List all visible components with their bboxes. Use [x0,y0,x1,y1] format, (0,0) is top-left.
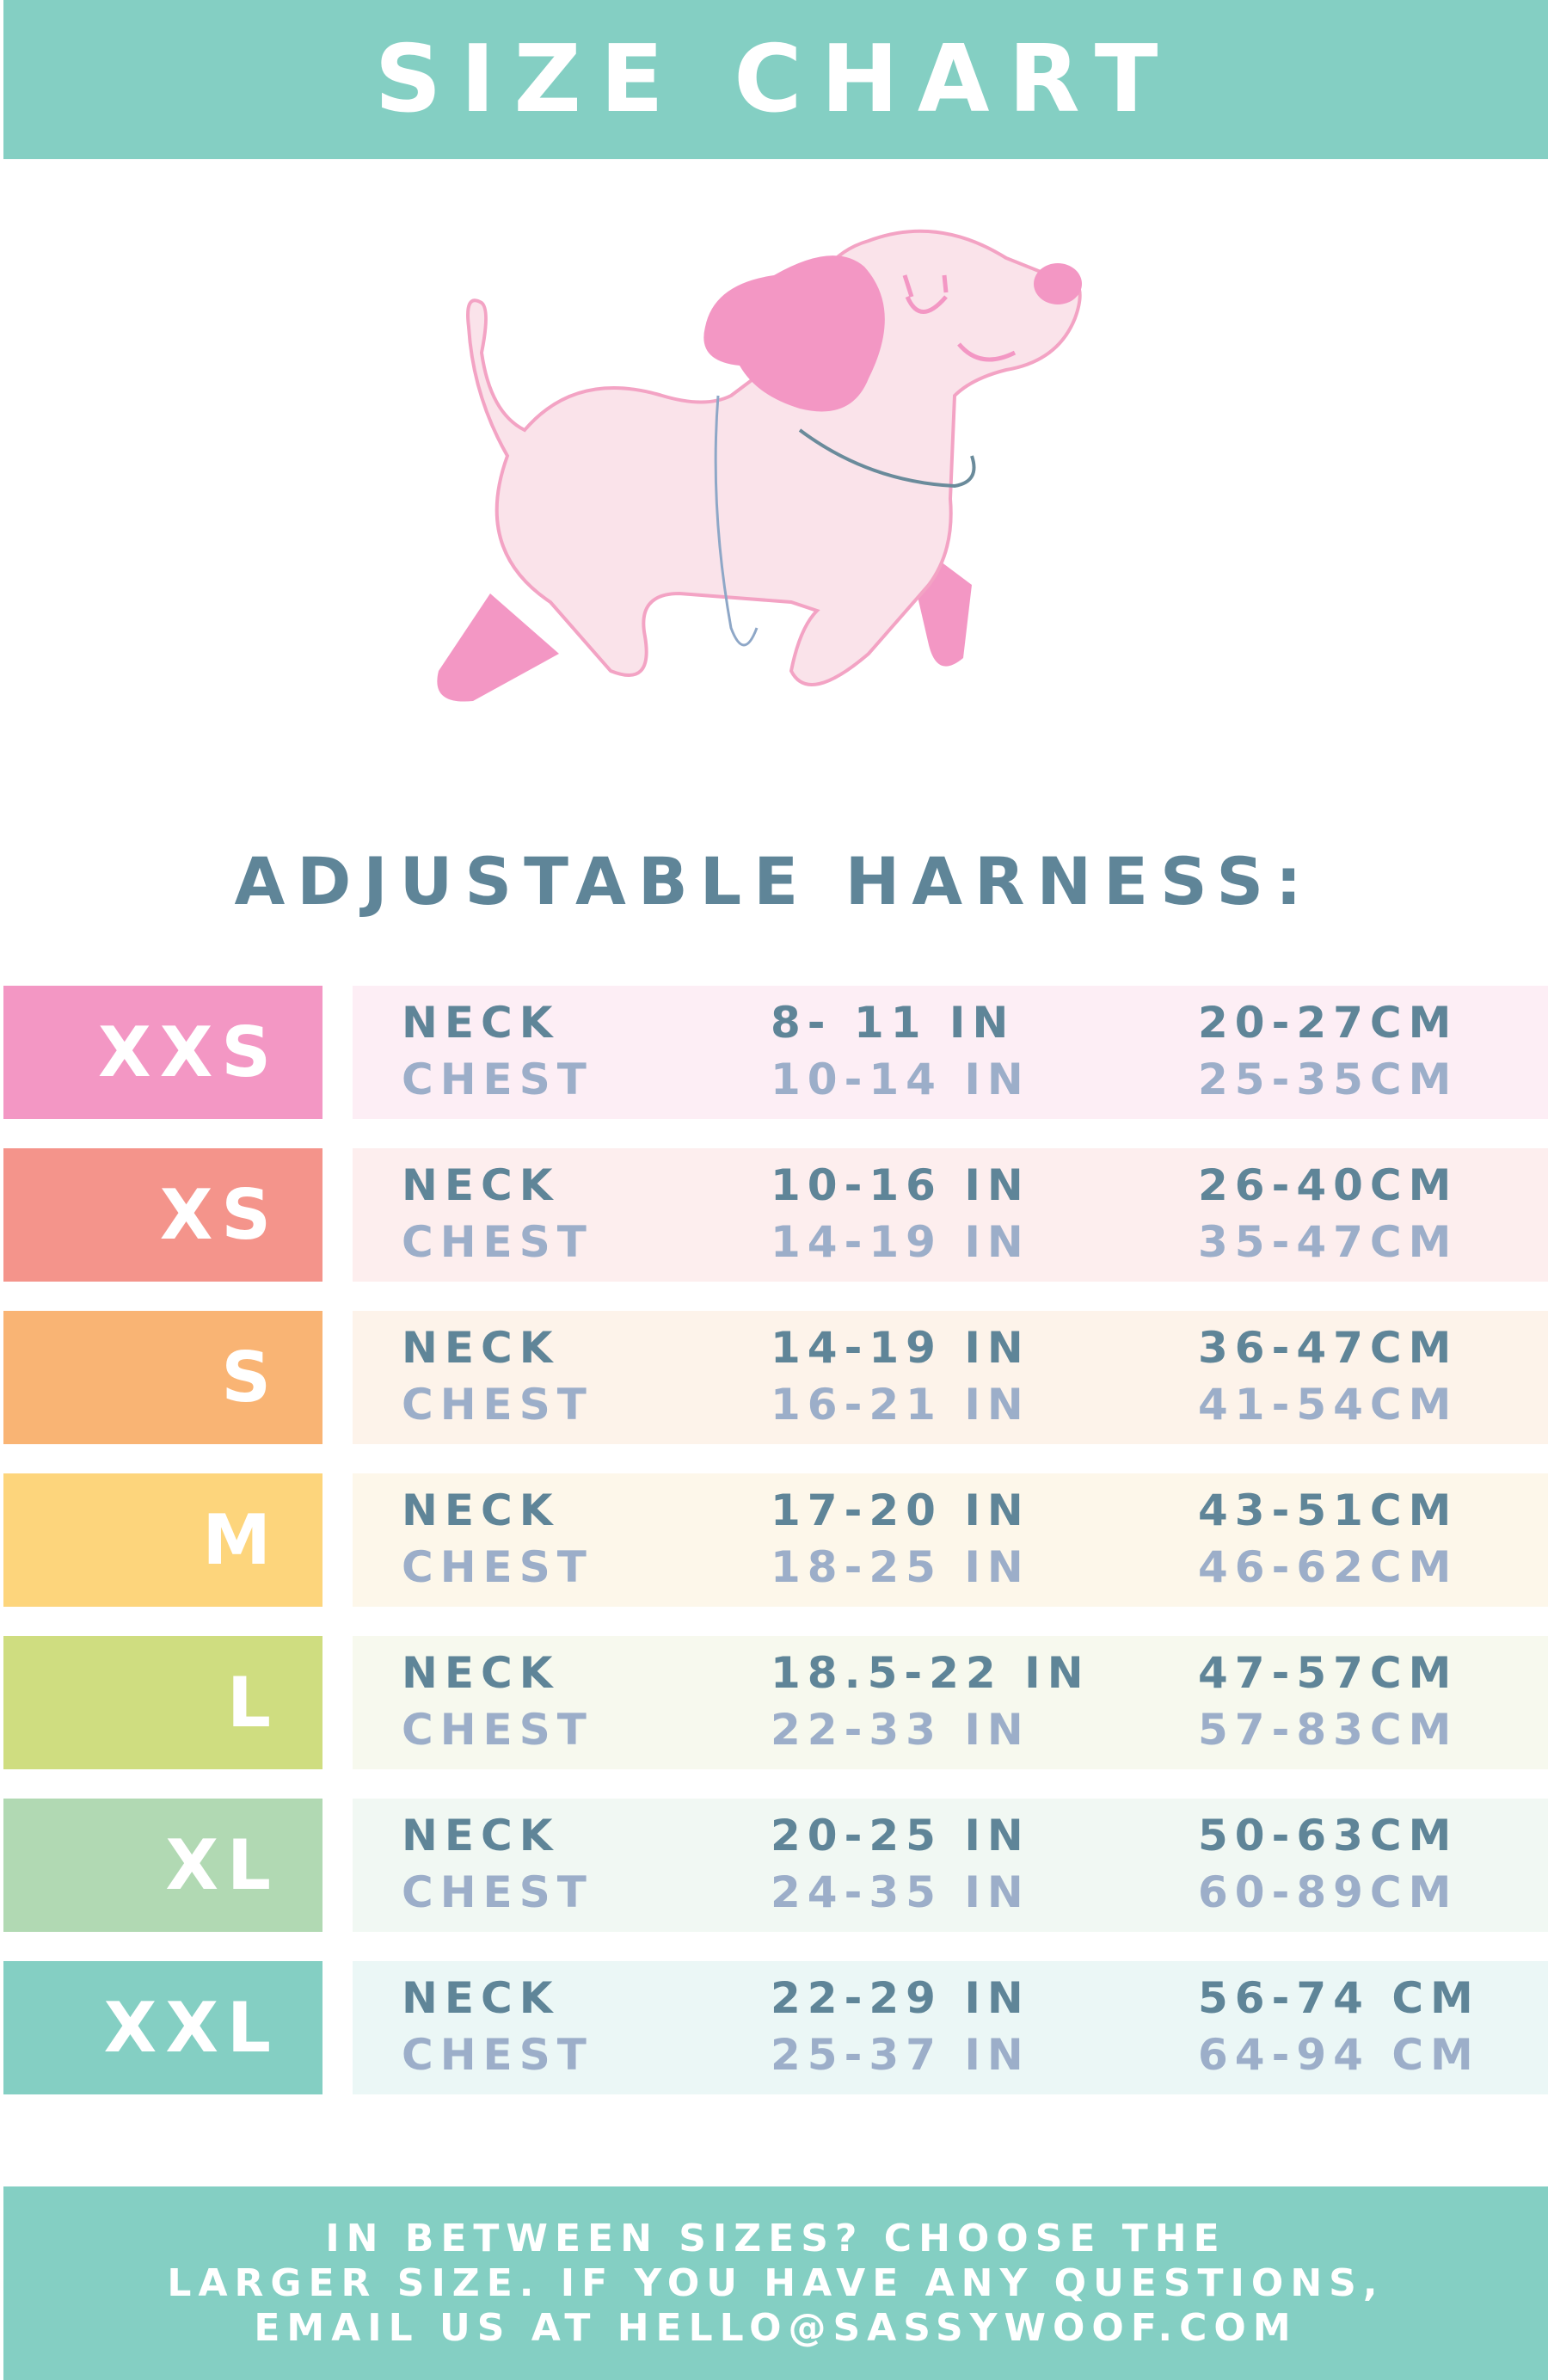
size-row-xl: NECK 20-25 IN 50-63CM CHEST 24-35 IN 60-89CM [353,1799,1548,1932]
chest-cm: 57-83CM [1198,1705,1459,1755]
chest-cm: 35-47CM [1198,1217,1459,1267]
size-row-s: NECK 14-19 IN 36-47CM CHEST 16-21 IN 41-54CM [353,1311,1548,1444]
neck-cm: 20-27CM [1198,998,1459,1048]
chest-in: 25-37 IN [771,2030,1030,2080]
chest-in: 16-21 IN [771,1380,1030,1430]
footer-line: EMAIL US AT HELLO@SASSYWOOF.COM [254,2305,1298,2350]
neck-cm: 56-74 CM [1198,1973,1480,2023]
size-label-xs: XS [3,1148,322,1282]
size-label-xxs: XXS [3,986,322,1119]
size-label-xl: XL [3,1799,322,1932]
neck-label: NECK [402,998,560,1048]
neck-in: 22-29 IN [771,1973,1030,2023]
chest-label: CHEST [402,1055,593,1104]
neck-label: NECK [402,1323,560,1373]
size-label-xxl: XXL [3,1961,322,2094]
chest-cm: 60-89CM [1198,1867,1459,1917]
chest-label: CHEST [402,2030,593,2080]
chest-label: CHEST [402,1867,593,1917]
chest-in: 18-25 IN [771,1542,1030,1592]
neck-cm: 36-47CM [1198,1323,1459,1373]
footer-banner: IN BETWEEN SIZES? CHOOSE THE LARGER SIZE… [3,2186,1548,2380]
neck-in: 18.5-22 IN [771,1648,1090,1698]
neck-label: NECK [402,1485,560,1535]
chest-label: CHEST [402,1705,593,1755]
neck-in: 10-16 IN [771,1160,1030,1210]
neck-label: NECK [402,1648,560,1698]
chest-in: 10-14 IN [771,1055,1030,1104]
size-label-m: M [3,1473,322,1607]
size-row-xxl: NECK 22-29 IN 56-74 CM CHEST 25-37 IN 64-94 C… [353,1961,1548,2094]
neck-in: 14-19 IN [771,1323,1030,1373]
neck-label: NECK [402,1160,560,1210]
size-row-l: NECK 18.5-22 IN 47-57CM CHEST 22-33 IN 57-83C… [353,1636,1548,1769]
neck-label: NECK [402,1811,560,1860]
dog-illustration [437,229,1082,702]
neck-cm: 43-51CM [1198,1485,1459,1535]
chest-label: CHEST [402,1217,593,1267]
footer-line: LARGER SIZE. IF YOU HAVE ANY QUESTIONS, [167,2260,1385,2305]
neck-in: 20-25 IN [771,1811,1030,1860]
chest-cm: 46-62CM [1198,1542,1459,1592]
chest-in: 22-33 IN [771,1705,1030,1755]
chest-cm: 25-35CM [1198,1055,1459,1104]
section-heading: ADJUSTABLE HARNESS: [234,843,1314,919]
chest-in: 24-35 IN [771,1867,1030,1917]
chest-cm: 64-94 CM [1198,2030,1480,2080]
size-row-xs: NECK 10-16 IN 26-40CM CHEST 14-19 IN 35-47CM [353,1148,1548,1282]
chest-in: 14-19 IN [771,1217,1030,1267]
chest-label: CHEST [402,1542,593,1592]
size-label-l: L [3,1636,322,1769]
neck-label: NECK [402,1973,560,2023]
neck-cm: 47-57CM [1198,1648,1459,1698]
neck-cm: 26-40CM [1198,1160,1459,1210]
size-row-xxs: NECK 8- 11 IN 20-27CM CHEST 10-14 IN 25-35CM [353,986,1548,1119]
size-label-s: S [3,1311,322,1444]
header-banner: SIZE CHART [3,0,1548,159]
page-title: SIZE CHART [374,26,1177,133]
footer-line: IN BETWEEN SIZES? CHOOSE THE [325,2216,1226,2260]
neck-cm: 50-63CM [1198,1811,1459,1860]
chest-cm: 41-54CM [1198,1380,1459,1430]
dog-icon [437,229,1082,702]
chest-label: CHEST [402,1380,593,1430]
neck-in: 8- 11 IN [771,998,1016,1048]
neck-in: 17-20 IN [771,1485,1030,1535]
size-row-m: NECK 17-20 IN 43-51CM CHEST 18-25 IN 46-62CM [353,1473,1548,1607]
